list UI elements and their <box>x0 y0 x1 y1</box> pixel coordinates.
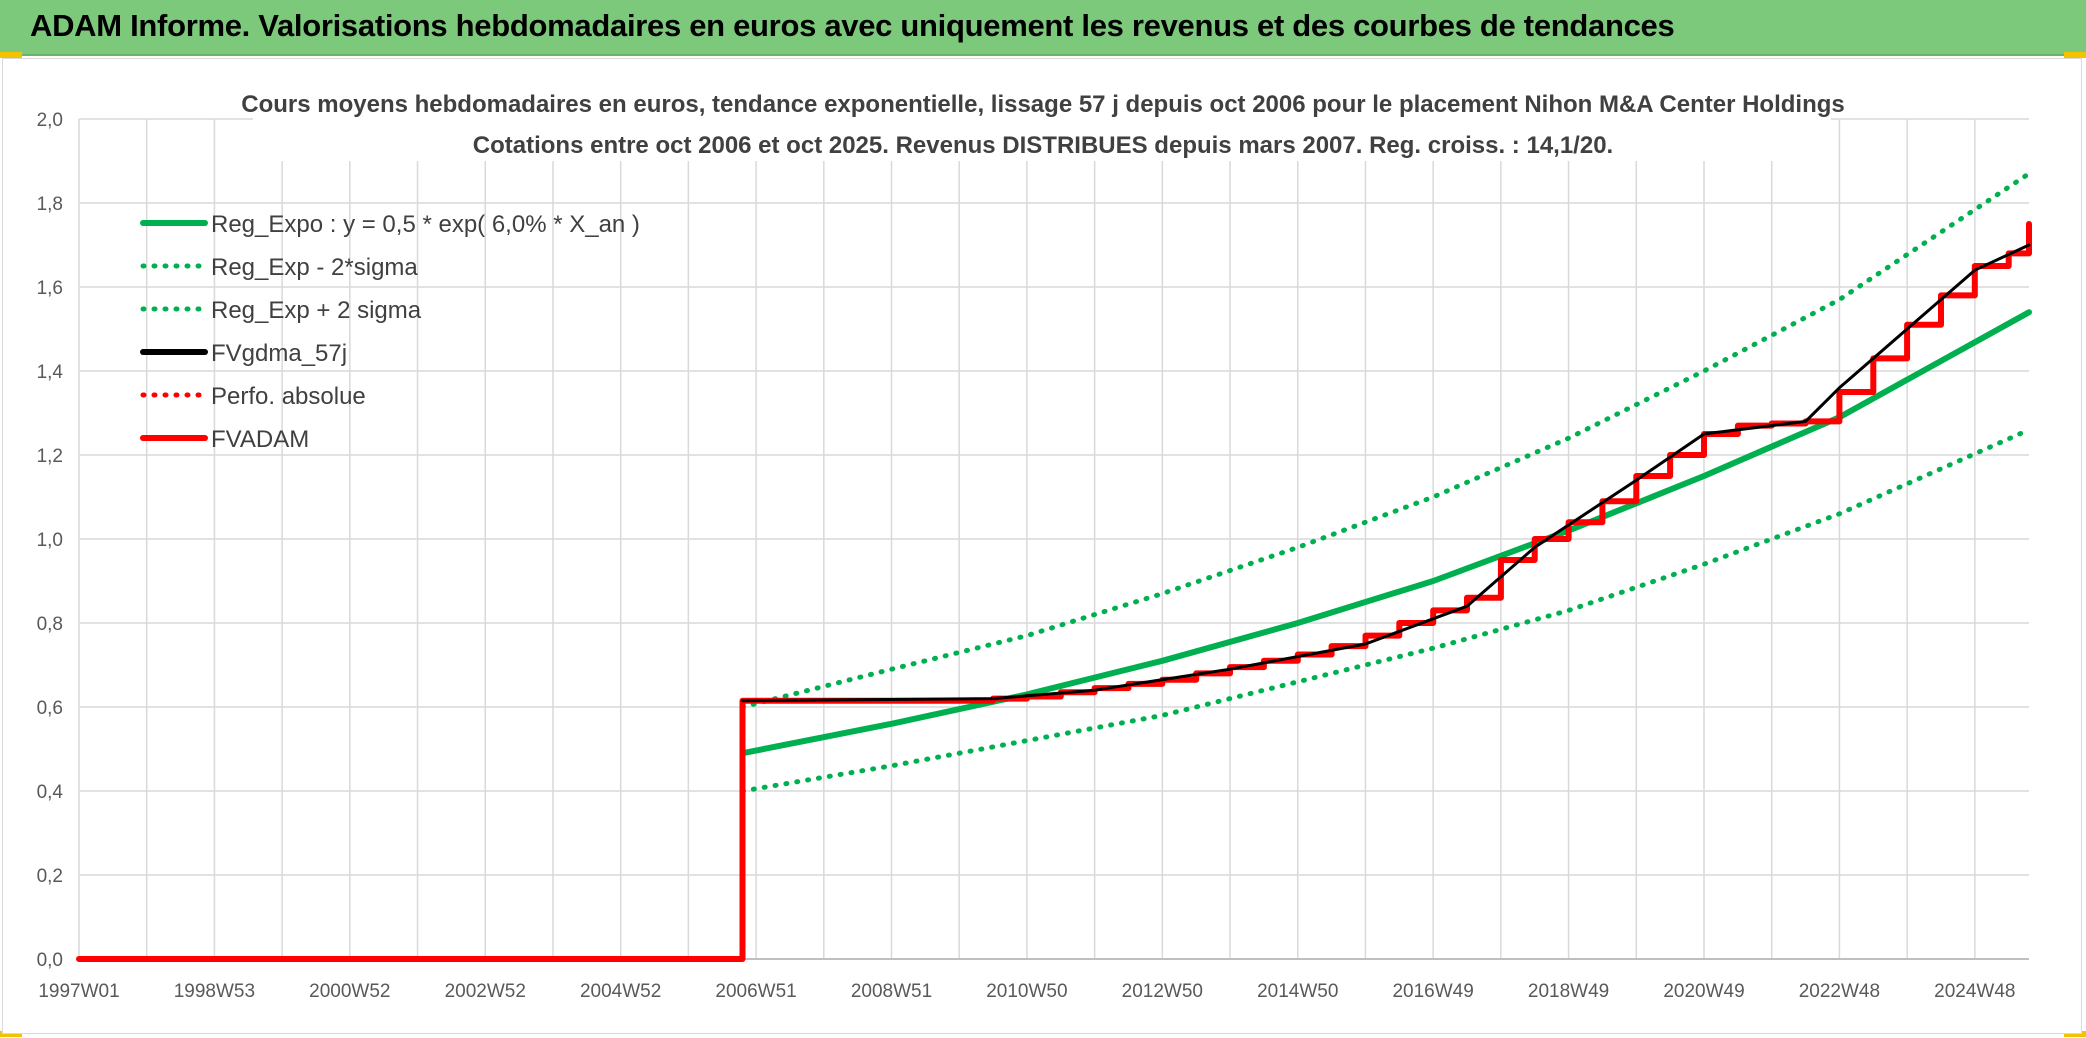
legend-label: Reg_Exp + 2 sigma <box>211 297 422 324</box>
y-tick-label: 0,0 <box>37 950 63 971</box>
header-bar: ADAM Informe. Valorisations hebdomadaire… <box>0 0 2086 56</box>
legend-label: FVgdma_57j <box>211 340 347 367</box>
legend-label: Reg_Exp - 2*sigma <box>211 254 418 281</box>
x-tick-label: 1997W01 <box>38 981 119 1002</box>
x-tick-label: 2014W50 <box>1257 981 1338 1002</box>
y-tick-label: 1,2 <box>37 446 63 467</box>
title-background <box>253 65 1831 161</box>
chart-frame: 0,0 0,2 0,4 0,6 0,8 1,0 1,2 1,4 1,6 1,8 2,0 1997W0… <box>2 58 2082 1034</box>
y-tick-label: 0,2 <box>37 866 63 887</box>
y-tick-label: 1,4 <box>37 362 64 383</box>
x-tick-label: 2018W49 <box>1528 981 1609 1002</box>
series-line-0 <box>739 309 2032 757</box>
page-title: ADAM Informe. Valorisations hebdomadaire… <box>30 8 1675 43</box>
x-tick-label: 2008W51 <box>851 981 932 1002</box>
x-tick-label: 2002W52 <box>445 981 526 1002</box>
x-tick-label: 2004W52 <box>580 981 661 1002</box>
series-line-1 <box>740 427 2032 794</box>
x-tick-label: 2024W48 <box>1934 981 2015 1002</box>
legend-label: Perfo. absolue <box>211 383 366 410</box>
chart-series <box>76 171 2032 962</box>
y-tick-label: 2,0 <box>37 110 63 131</box>
y-tick-label: 1,6 <box>37 278 63 299</box>
y-tick-label: 0,4 <box>37 782 64 803</box>
corner-mark-left <box>0 52 22 58</box>
y-tick-label: 0,8 <box>37 614 63 635</box>
corner-mark-bottom-left <box>0 1031 22 1037</box>
legend-label: Reg_Expo : y = 0,5 * exp( 6,0% * X_an ) <box>211 211 640 238</box>
x-tick-label: 2000W52 <box>309 981 390 1002</box>
y-tick-label: 1,0 <box>37 530 63 551</box>
y-axis-ticks: 0,0 0,2 0,4 0,6 0,8 1,0 1,2 1,4 1,6 1,8 2,0 <box>37 110 64 971</box>
chart-svg: 0,0 0,2 0,4 0,6 0,8 1,0 1,2 1,4 1,6 1,8 2,0 1997W0… <box>37 65 2032 1002</box>
x-tick-label: 2006W51 <box>715 981 796 1002</box>
chart-title: Cours moyens hebdomadaires en euros, ten… <box>241 91 1845 118</box>
x-tick-label: 2016W49 <box>1392 981 1473 1002</box>
series-line-3 <box>741 243 2031 703</box>
x-tick-label: 2022W48 <box>1799 981 1880 1002</box>
y-tick-label: 1,8 <box>37 194 63 215</box>
series-line-2 <box>740 171 2032 710</box>
chart-grid <box>78 118 2029 960</box>
x-axis-ticks: 1997W01 1998W53 2000W52 2002W52 2004W52 2006W… <box>38 981 2015 1002</box>
legend: Reg_Expo : y = 0,5 * exp( 6,0% * X_an ) R… <box>140 211 640 453</box>
legend-label: FVADAM <box>211 426 309 453</box>
x-tick-label: 2010W50 <box>986 981 1067 1002</box>
corner-mark-bottom-right <box>2064 1031 2086 1037</box>
x-tick-label: 2020W49 <box>1663 981 1744 1002</box>
x-tick-label: 1998W53 <box>174 981 255 1002</box>
x-tick-label: 2012W50 <box>1122 981 1203 1002</box>
corner-mark-right <box>2064 52 2086 58</box>
y-tick-label: 0,6 <box>37 698 63 719</box>
series-line-5 <box>76 221 2032 962</box>
chart-subtitle: Cotations entre oct 2006 et oct 2025. Re… <box>473 132 1613 159</box>
